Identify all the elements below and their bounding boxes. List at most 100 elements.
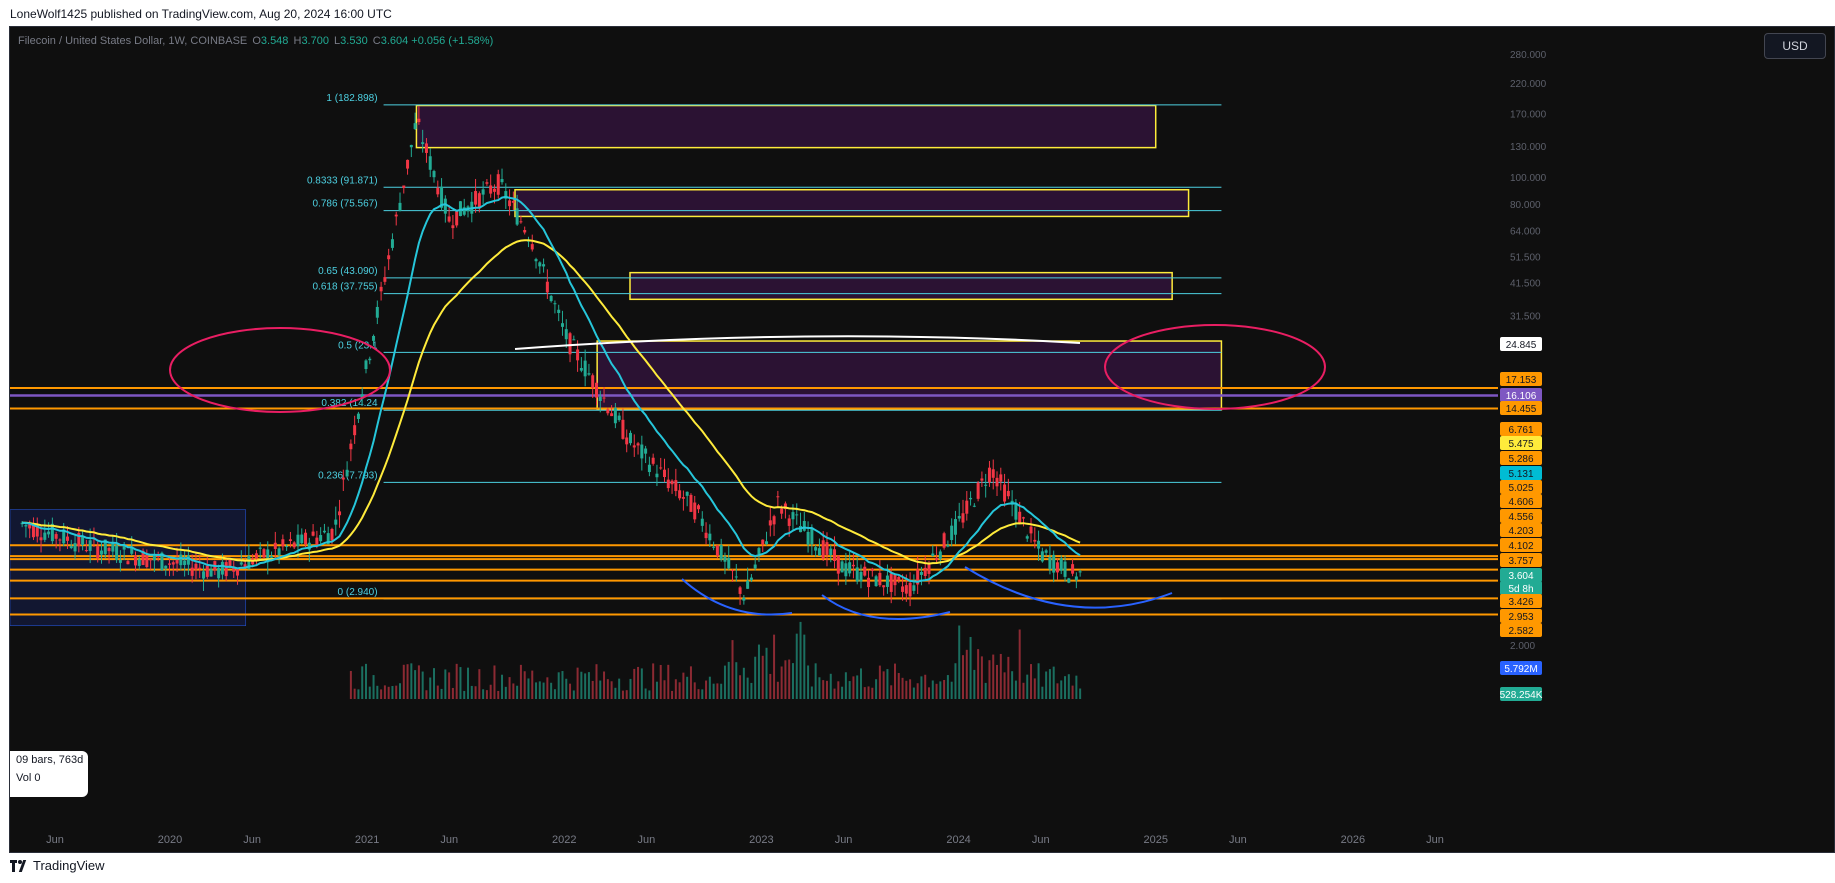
accumulation-box [10, 509, 247, 627]
candle-body-232 [897, 577, 901, 581]
volume-bar-201 [780, 666, 783, 699]
candle-body-176 [685, 491, 689, 496]
volume-bar-90 [361, 666, 364, 699]
candle-body-59 [243, 564, 247, 569]
candle-body-92 [368, 358, 372, 361]
candle-body-4 [35, 525, 39, 537]
footer-brand[interactable]: TradingView [10, 858, 105, 873]
volume-bar-248 [958, 625, 961, 699]
volume-bar-249 [962, 655, 965, 699]
candle-body-265 [1021, 517, 1025, 519]
candle-body-163 [636, 443, 640, 446]
price-label-6: 5.286 [1508, 454, 1533, 465]
candle-body-31 [137, 559, 141, 566]
candle-body-263 [1014, 503, 1018, 520]
candle-body-224 [867, 577, 871, 588]
volume-bar-153 [599, 680, 602, 699]
supply-zone-3 [596, 340, 1223, 411]
volume-bar-265 [1022, 682, 1025, 699]
volume-bar-216 [837, 681, 840, 699]
volume-bar-194 [754, 656, 757, 699]
volume-bar-87 [349, 670, 352, 699]
volume-bar-189 [735, 662, 738, 699]
candle-body-186 [723, 556, 727, 562]
volume-bar-190 [739, 675, 742, 699]
volume-bar-133 [523, 671, 526, 699]
y-tick-label-5: 80.000 [1510, 200, 1541, 211]
volume-bar-170 [663, 680, 666, 699]
price-label-box-7 [1500, 466, 1542, 480]
candle-body-242 [935, 557, 939, 561]
candle-body-58 [239, 562, 243, 565]
volume-bar-233 [901, 677, 904, 699]
candle-body-120 [474, 191, 478, 205]
candle-body-122 [481, 189, 485, 195]
volume-bar-250 [965, 649, 968, 699]
volume-bar-217 [841, 686, 844, 699]
candle-body-116 [458, 201, 462, 217]
volume-bar-110 [436, 685, 439, 699]
price-label-box-8 [1500, 480, 1542, 494]
candle-body-138 [542, 264, 546, 267]
volume-bar-132 [519, 664, 522, 699]
chart-canvas[interactable]: 280.000 220.000 170.000 130.000 100.000 80.00… [10, 27, 1835, 853]
volume-bar-224 [867, 686, 870, 699]
symbol-name: Filecoin / United States Dollar, 1W, COI… [18, 35, 248, 47]
volume-bar-112 [444, 669, 447, 699]
candle-body-226 [874, 576, 878, 587]
volume-bar-196 [761, 655, 764, 699]
candle-body-16 [81, 536, 85, 546]
volume-bar-197 [765, 647, 768, 699]
x-tick-label-7: 2023 [749, 834, 773, 846]
price-label-box-12 [1500, 538, 1542, 552]
volume-bar-176 [686, 676, 689, 699]
candle-body-213 [825, 542, 829, 555]
volume-bar-125 [493, 665, 496, 699]
candle-body-126 [496, 174, 500, 195]
volume-bar-91 [364, 663, 367, 699]
supply-zone-0 [415, 104, 1157, 149]
volume-bar-280 [1079, 688, 1082, 699]
tradingview-logo-icon [10, 859, 28, 872]
price-label-box-16 [1500, 594, 1542, 608]
candle-body-249 [961, 513, 965, 523]
candle-body-18 [88, 540, 92, 551]
candle-body-26 [118, 559, 122, 563]
candle-body-102 [406, 159, 410, 169]
blue-bowl-3 [964, 566, 1173, 609]
candle-body-62 [254, 553, 258, 559]
volume-bar-126 [497, 690, 500, 699]
candle-body-266 [1025, 536, 1029, 539]
candle-body-243 [938, 551, 942, 559]
volume-bar-106 [421, 671, 424, 699]
candle-body-215 [833, 549, 837, 561]
candle-body-139 [545, 281, 549, 293]
volume-bar-259 [999, 653, 1002, 699]
candle-body-70 [285, 546, 289, 548]
volume-bar-254 [980, 656, 983, 699]
chart-panel[interactable]: 280.000 220.000 170.000 130.000 100.000 80.00… [9, 26, 1835, 853]
volume-bar-92 [368, 686, 371, 699]
volume-bar-179 [697, 689, 700, 699]
volume-bar-225 [871, 687, 874, 699]
volume-bar-177 [689, 666, 692, 699]
volume-bar-128 [504, 686, 507, 699]
volume-bar-238 [920, 676, 923, 699]
candle-body-30 [134, 555, 137, 566]
price-label-box-14 [1500, 568, 1542, 582]
candle-body-257 [991, 469, 995, 478]
candle-body-170 [663, 469, 666, 478]
candle-body-5 [39, 537, 43, 541]
candle-body-241 [931, 553, 935, 556]
currency-button[interactable]: USD [1764, 33, 1826, 59]
candle-body-185 [719, 545, 723, 560]
price-label-box-5 [1500, 436, 1542, 450]
candle-body-191 [742, 597, 746, 601]
candle-body-115 [455, 211, 459, 226]
volume-bar-160 [625, 690, 628, 699]
volume-bar-188 [731, 640, 734, 699]
volume-bar-96 [383, 685, 386, 699]
candle-body-209 [810, 527, 814, 545]
candle-body-3 [31, 524, 35, 538]
y-tick-label-2: 170.000 [1510, 110, 1547, 121]
